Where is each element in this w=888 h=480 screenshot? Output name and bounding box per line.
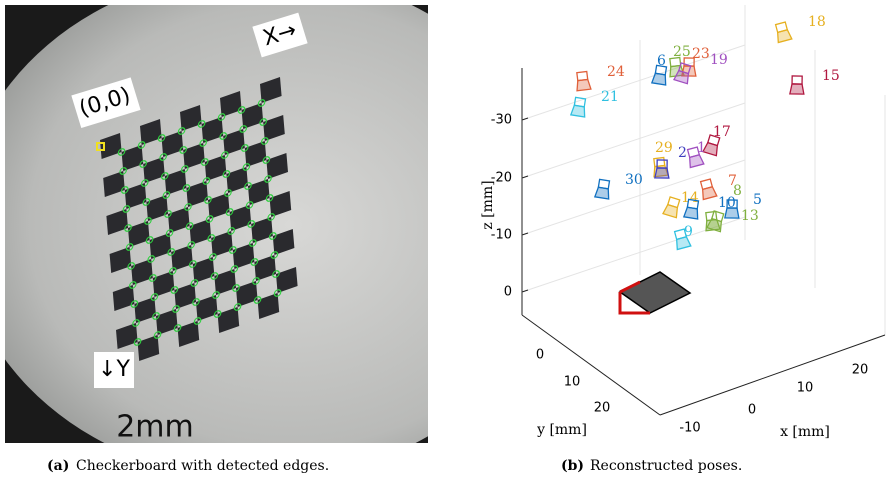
camera-label: 5	[753, 192, 762, 208]
tick-mark	[522, 290, 528, 292]
camera	[790, 76, 804, 94]
x-tick-label: -10	[679, 421, 700, 436]
photo	[0, 0, 560, 480]
y-tick-label: 10	[564, 375, 581, 390]
x-axis-label: x [mm]	[780, 424, 830, 440]
camera-lens	[701, 186, 717, 199]
camera-label: 29	[655, 140, 673, 156]
grid-line	[522, 103, 745, 178]
camera-label: 13	[741, 208, 759, 224]
y-tick-label: 0	[536, 348, 544, 363]
z-tick-label: 0	[504, 285, 512, 300]
tick-mark	[522, 176, 528, 178]
camera	[774, 22, 792, 43]
tick-mark	[522, 233, 528, 235]
camera-label: 1	[697, 140, 706, 156]
camera-lens	[571, 105, 586, 117]
camera-lens	[790, 84, 804, 94]
caption-tag: (a)	[47, 458, 69, 474]
camera-label: 21	[601, 89, 619, 105]
camera-label: 2	[678, 145, 687, 161]
camera-label: 18	[808, 14, 826, 30]
camera-label: 15	[822, 68, 840, 84]
pose-plot: z [mm] y [mm] x [mm] -30 -20 -10 0 0 10 20 -10 0…	[480, 5, 885, 440]
y-axis-label: y [mm]	[536, 422, 587, 438]
camera-body	[792, 76, 802, 84]
camera	[699, 179, 717, 200]
y-tick-label: 20	[594, 401, 611, 416]
camera	[595, 179, 612, 199]
figure: (0,0) X→ ↓Y 2mm (a) Checkerboard with de…	[0, 0, 888, 480]
camera-lens	[655, 168, 669, 178]
camera-label: 24	[607, 64, 625, 80]
z-tick-label: -10	[491, 228, 512, 243]
camera-lens	[684, 207, 699, 219]
camera	[571, 97, 588, 117]
camera-lens	[595, 187, 610, 199]
camera	[575, 71, 591, 91]
x-tick-label: 20	[852, 363, 869, 378]
x-tick-label: 0	[748, 403, 756, 418]
camera-label: 30	[625, 172, 643, 188]
z-tick-label: -30	[491, 113, 512, 128]
camera-label: 6	[657, 53, 666, 69]
scale-label: 2mm	[116, 410, 194, 445]
camera-label: 17	[713, 124, 731, 140]
camera-lens	[652, 73, 667, 85]
axes	[522, 68, 885, 415]
camera	[663, 196, 682, 217]
camera-label: 19	[710, 52, 728, 68]
camera	[655, 160, 669, 178]
z-axis-label: z [mm]	[480, 180, 496, 229]
camera-lens	[576, 79, 591, 91]
caption: Checkerboard with detected edges.	[76, 458, 329, 474]
camera-label: 23	[692, 46, 710, 62]
camera-label: 9	[684, 224, 693, 240]
caption-tag: (b)	[561, 458, 584, 474]
caption: Reconstructed poses.	[590, 458, 742, 474]
x-tick-label: 10	[797, 381, 814, 396]
y-label-box: ↓Y	[94, 352, 134, 388]
z-tick-label: -20	[491, 171, 512, 186]
camera-label: 14	[681, 190, 699, 206]
tick-mark	[522, 118, 528, 120]
board-model	[620, 272, 690, 313]
camera-lens	[663, 204, 679, 218]
y-direction-label: ↓Y	[98, 357, 130, 382]
camera-label: 10	[718, 195, 736, 211]
camera-lens	[776, 29, 792, 42]
camera-lens	[688, 154, 704, 167]
